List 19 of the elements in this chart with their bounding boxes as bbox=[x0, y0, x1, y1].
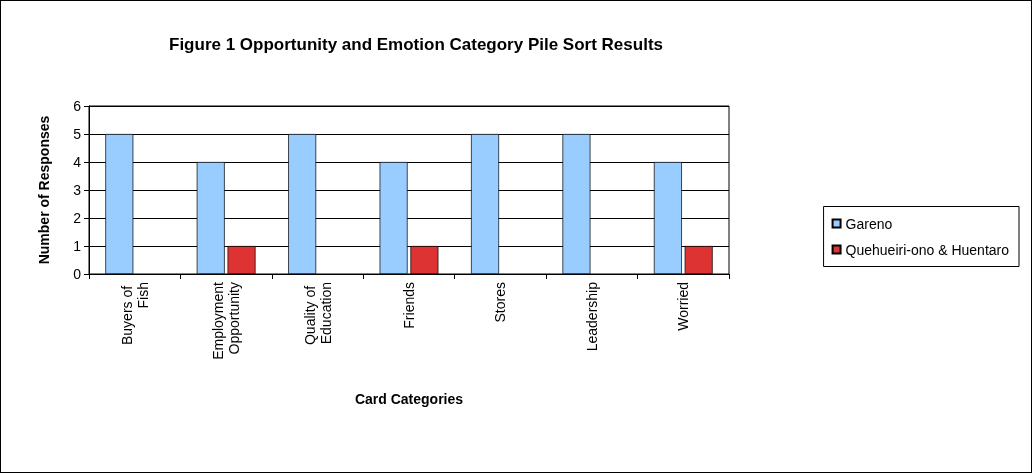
y-tick-label: 3 bbox=[73, 182, 82, 198]
y-tick-label: 1 bbox=[73, 238, 82, 254]
x-tick-label: Quality of Education bbox=[301, 282, 334, 346]
x-tick-label: Leadership bbox=[583, 281, 600, 352]
y-tick-label: 5 bbox=[73, 126, 82, 142]
x-tick-label: Worried bbox=[675, 282, 692, 331]
x-axis-title: Card Categories bbox=[354, 391, 464, 407]
x-tick-label: Stores bbox=[492, 282, 509, 323]
x-tick-label: Employment Opportunity bbox=[210, 281, 243, 360]
y-tick-label: 4 bbox=[73, 154, 82, 170]
y-axis-title: Number of Responses bbox=[36, 115, 52, 265]
legend-label: Gareno bbox=[845, 215, 893, 232]
legend-label: Quehueiri-ono & Huentaro bbox=[845, 241, 1010, 258]
x-tick-label: Friends bbox=[401, 282, 417, 329]
chart-title: Figure 1 Opportunity and Emotion Category Pile Sort Results bbox=[169, 35, 663, 54]
x-tick-label: Buyers of Fish bbox=[118, 282, 151, 346]
y-tick-label: 0 bbox=[73, 266, 82, 282]
y-tick-label: 6 bbox=[73, 98, 82, 114]
y-tick-label: 2 bbox=[73, 210, 82, 226]
